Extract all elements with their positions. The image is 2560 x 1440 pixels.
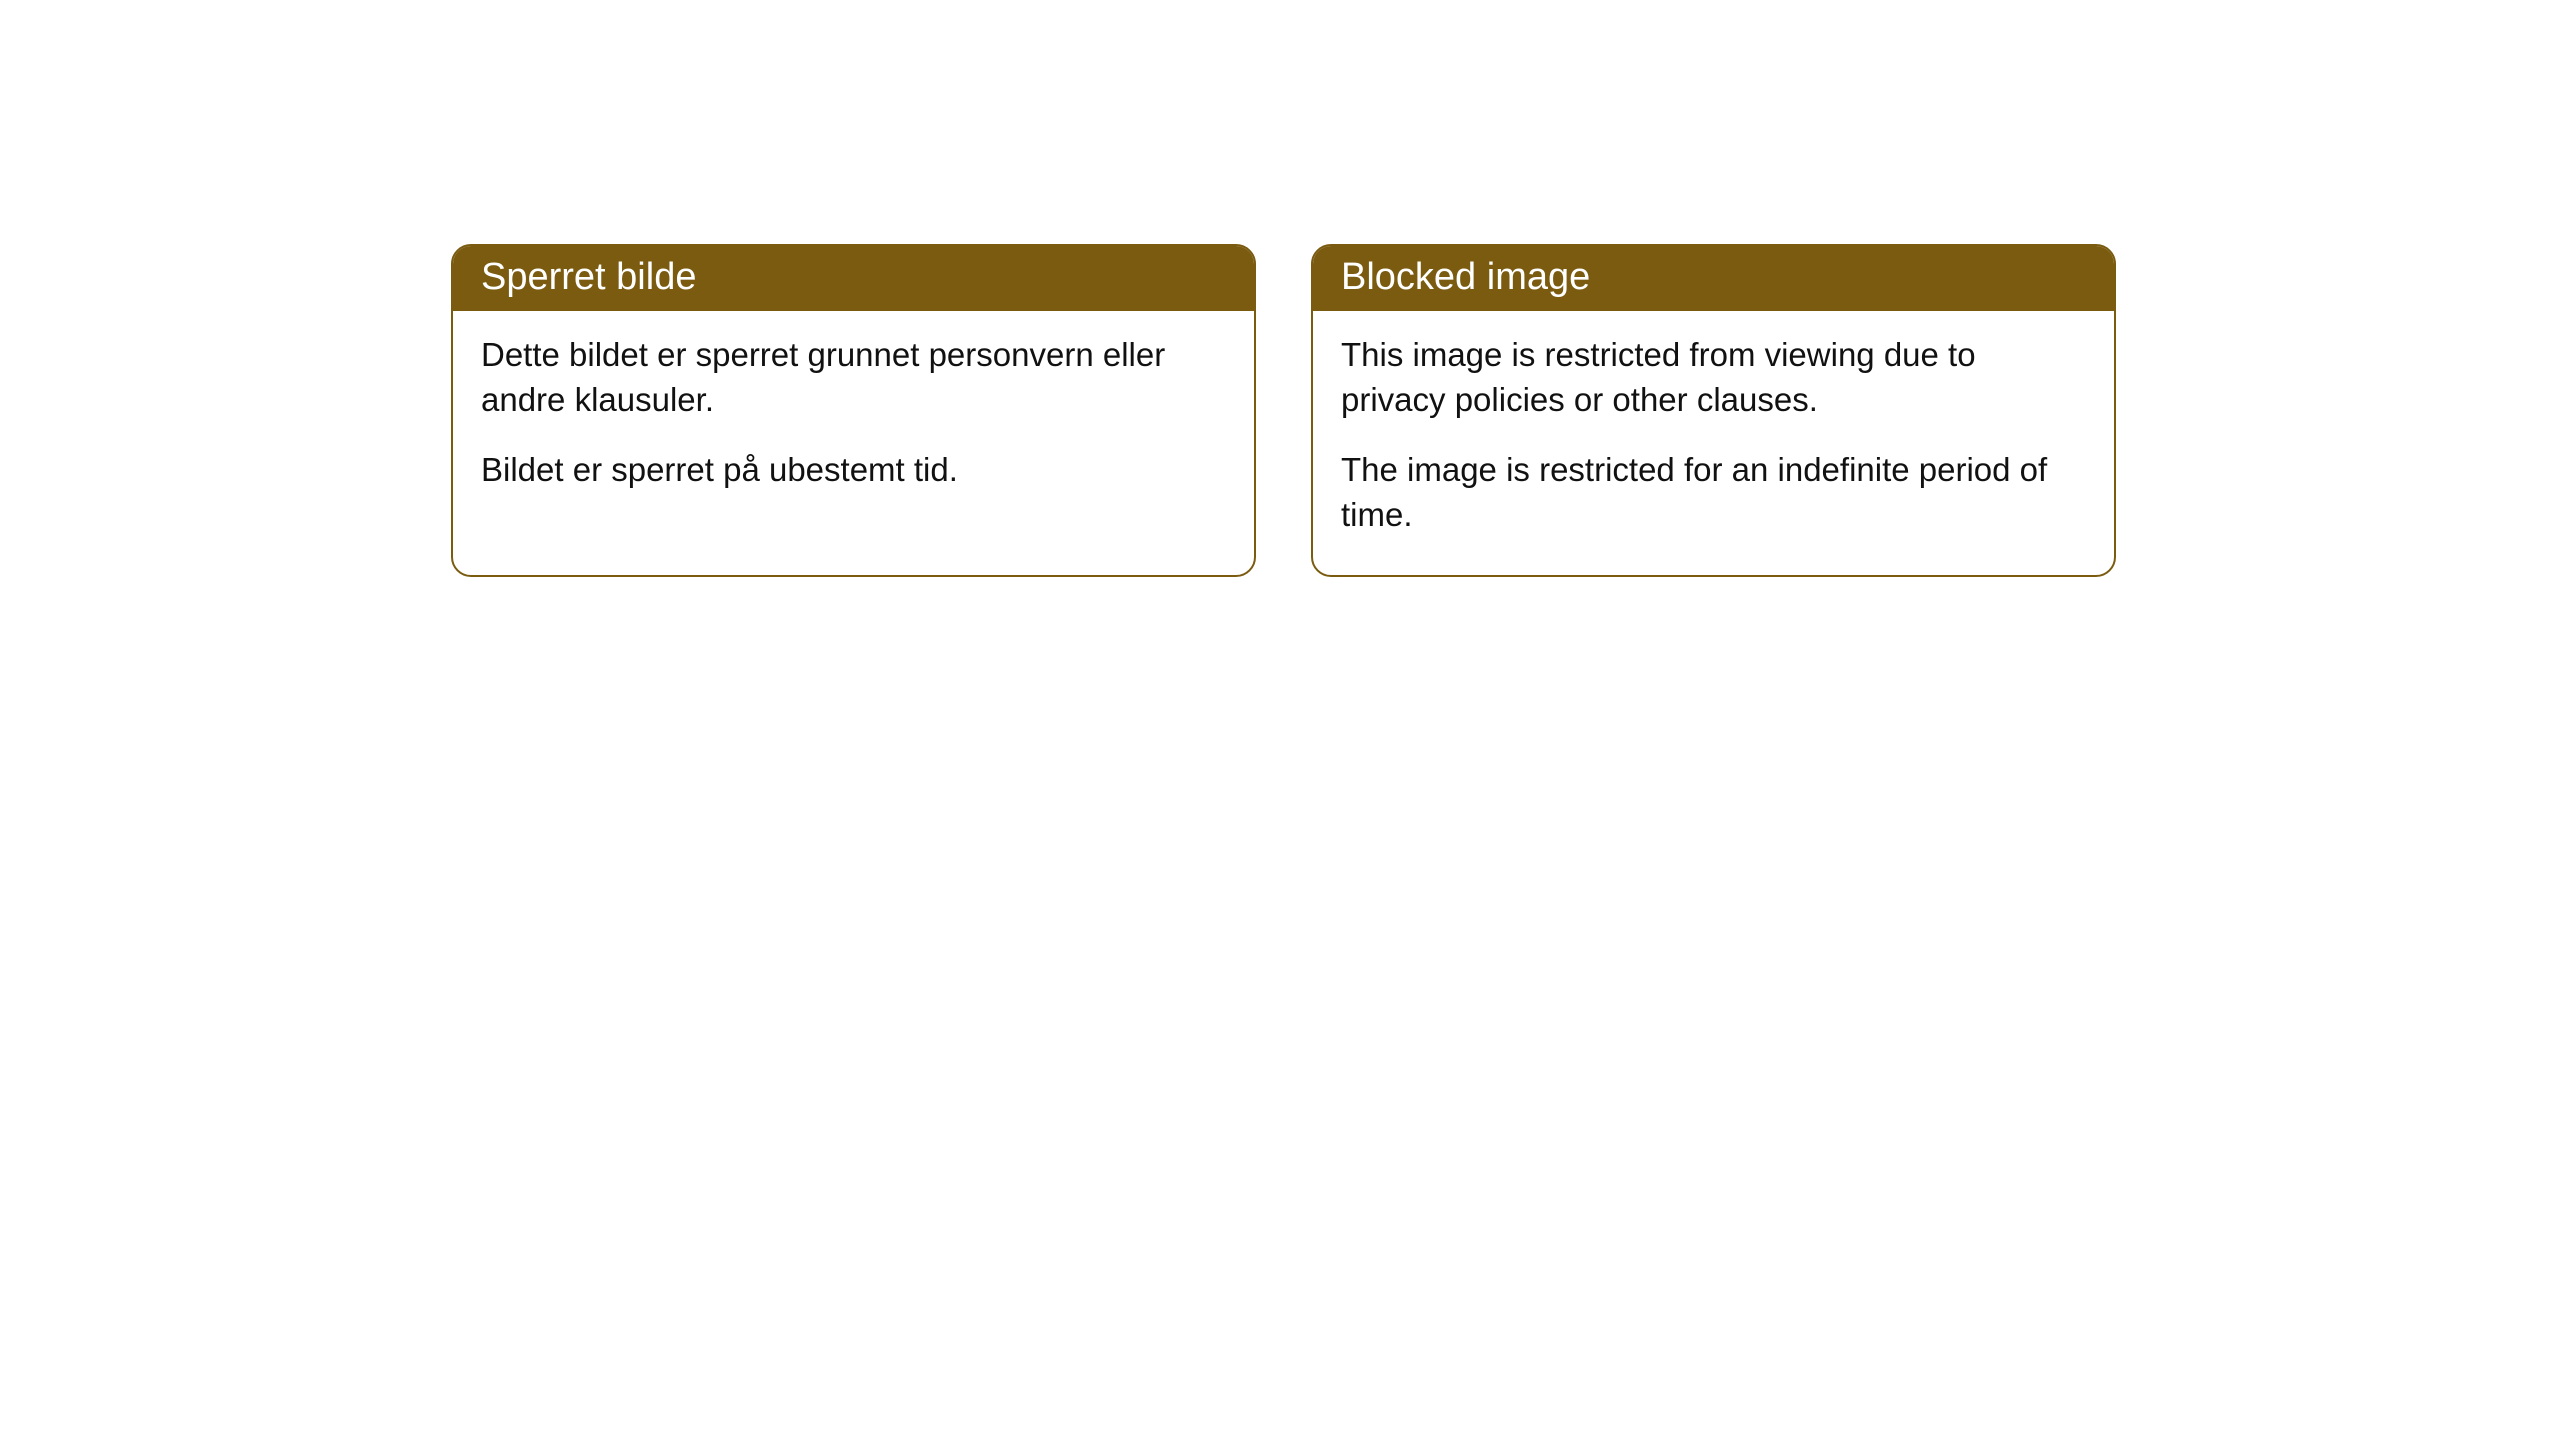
card-paragraph: The image is restricted for an indefinit… [1341,448,2086,537]
card-body-english: This image is restricted from viewing du… [1313,311,2114,575]
card-header-english: Blocked image [1313,246,2114,311]
notice-card-english: Blocked image This image is restricted f… [1311,244,2116,577]
card-body-norwegian: Dette bildet er sperret grunnet personve… [453,311,1254,531]
card-paragraph: This image is restricted from viewing du… [1341,333,2086,422]
card-header-norwegian: Sperret bilde [453,246,1254,311]
card-paragraph: Dette bildet er sperret grunnet personve… [481,333,1226,422]
notice-cards-container: Sperret bilde Dette bildet er sperret gr… [451,244,2116,577]
card-paragraph: Bildet er sperret på ubestemt tid. [481,448,1226,493]
notice-card-norwegian: Sperret bilde Dette bildet er sperret gr… [451,244,1256,577]
